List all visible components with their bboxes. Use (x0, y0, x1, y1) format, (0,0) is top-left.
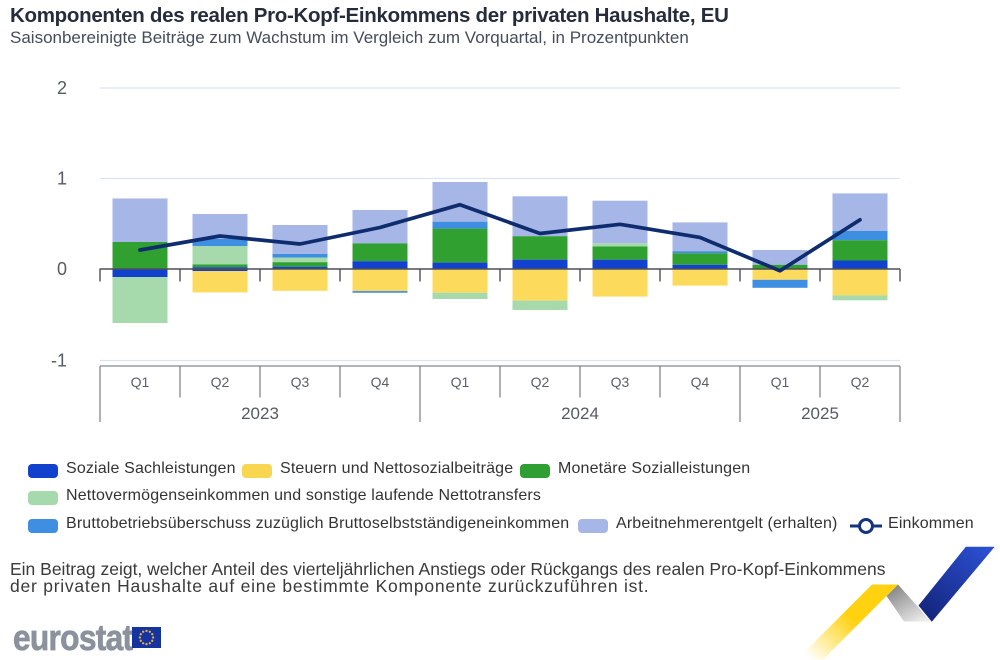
svg-text:Q3: Q3 (611, 374, 630, 390)
svg-text:Q4: Q4 (371, 374, 390, 390)
svg-text:-1: -1 (51, 351, 67, 371)
svg-text:Q2: Q2 (211, 374, 230, 390)
svg-text:0: 0 (57, 259, 67, 279)
svg-text:2025: 2025 (801, 404, 839, 423)
svg-text:2023: 2023 (241, 404, 279, 423)
svg-text:1: 1 (57, 169, 67, 189)
svg-text:Q1: Q1 (771, 374, 790, 390)
svg-text:Q1: Q1 (451, 374, 470, 390)
svg-text:Q4: Q4 (691, 374, 710, 390)
svg-text:2: 2 (57, 78, 67, 98)
svg-text:Q2: Q2 (531, 374, 550, 390)
svg-text:Q2: Q2 (851, 374, 870, 390)
svg-text:Q1: Q1 (131, 374, 150, 390)
svg-text:2024: 2024 (561, 404, 599, 423)
svg-text:Q3: Q3 (291, 374, 310, 390)
